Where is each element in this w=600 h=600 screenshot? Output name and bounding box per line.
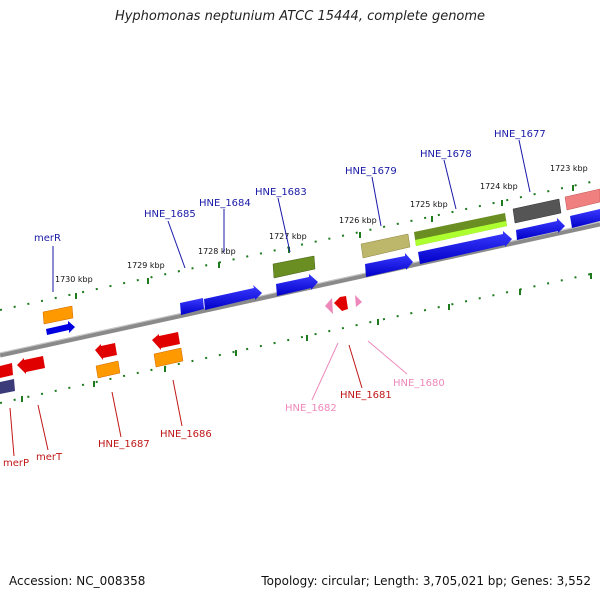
gene-feature[interactable] — [0, 379, 15, 394]
gene-feature[interactable] — [415, 221, 507, 246]
gene-label[interactable]: HNE_1681 — [340, 390, 392, 401]
kbp-label: 1726 kbp — [339, 216, 377, 225]
kbp-label: 1723 kbp — [550, 164, 588, 173]
gene-feature[interactable] — [334, 296, 348, 311]
gene-feature[interactable] — [570, 209, 600, 228]
gene-feature[interactable] — [564, 188, 600, 211]
gene-label[interactable]: merT — [36, 452, 63, 463]
gene-label[interactable]: HNE_1687 — [98, 439, 150, 450]
gene-feature[interactable] — [42, 305, 74, 325]
gene-label[interactable]: HNE_1680 — [393, 378, 445, 389]
gene-feature[interactable] — [360, 233, 411, 259]
gene-label[interactable]: HNE_1682 — [285, 403, 337, 414]
gene-label[interactable]: merP — [3, 458, 29, 469]
gene-feature[interactable] — [355, 295, 362, 307]
reverse-genes — [0, 295, 362, 394]
gene-label[interactable]: HNE_1684 — [199, 198, 251, 209]
gene-label[interactable]: HNE_1677 — [494, 129, 546, 140]
kbp-label: 1727 kbp — [269, 232, 307, 241]
gene-feature[interactable] — [95, 343, 117, 360]
gene-label[interactable]: HNE_1679 — [345, 166, 397, 177]
gene-label[interactable]: merR — [34, 233, 61, 244]
forward-gene-labels: merR HNE_1685 HNE_1684 HNE_1683 HNE_1679… — [34, 129, 546, 292]
accession-text: Accession: NC_008358 — [9, 574, 146, 588]
kbp-scale: 1730 kbp 1729 kbp 1728 kbp 1727 kbp 1726… — [55, 164, 588, 299]
gene-feature[interactable] — [325, 298, 333, 314]
gene-feature[interactable] — [180, 298, 204, 315]
reverse-gene-labels: merP merT HNE_1687 HNE_1686 HNE_1682 HNE… — [3, 340, 445, 469]
gene-label[interactable]: HNE_1678 — [420, 149, 472, 160]
gene-feature[interactable] — [418, 231, 512, 264]
gene-label[interactable]: HNE_1686 — [160, 429, 212, 440]
gene-feature[interactable] — [17, 356, 45, 374]
gene-feature[interactable] — [95, 360, 121, 379]
forward-genes — [42, 188, 600, 335]
gene-feature[interactable] — [0, 363, 13, 378]
gene-feature[interactable] — [276, 274, 318, 296]
gene-feature[interactable] — [516, 218, 565, 240]
lower-major-ticks — [21, 273, 592, 402]
kbp-label: 1729 kbp — [127, 261, 165, 270]
map-title: Hyphomonas neptunium ATCC 15444, complet… — [114, 9, 486, 24]
kbp-label: 1730 kbp — [55, 275, 93, 284]
gene-feature[interactable] — [204, 285, 262, 310]
gene-feature[interactable] — [512, 198, 562, 224]
kbp-label: 1724 kbp — [480, 182, 518, 191]
gene-feature[interactable] — [153, 347, 184, 368]
gene-feature[interactable] — [272, 255, 316, 279]
gene-label[interactable]: HNE_1685 — [144, 209, 196, 220]
kbp-label: 1725 kbp — [410, 200, 448, 209]
topology-text: Topology: circular; Length: 3,705,021 bp… — [261, 574, 591, 588]
gene-feature[interactable] — [365, 253, 413, 277]
gene-feature[interactable] — [152, 332, 180, 350]
gene-label[interactable]: HNE_1683 — [255, 187, 307, 198]
gene-feature[interactable] — [46, 321, 75, 335]
kbp-label: 1728 kbp — [198, 247, 236, 256]
